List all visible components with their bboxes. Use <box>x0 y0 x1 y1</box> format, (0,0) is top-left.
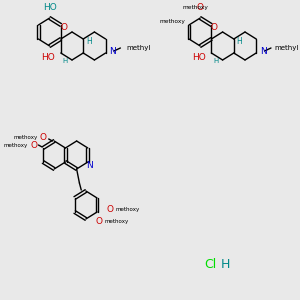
Text: methoxy: methoxy <box>183 5 208 10</box>
Text: H: H <box>213 58 218 64</box>
Text: Cl: Cl <box>204 259 217 272</box>
Text: N: N <box>86 160 93 169</box>
Text: methoxy: methoxy <box>14 134 38 140</box>
Text: HO: HO <box>43 3 56 12</box>
Text: methoxy: methoxy <box>159 20 185 25</box>
Text: O: O <box>40 134 47 142</box>
Text: N: N <box>109 46 116 56</box>
Text: O: O <box>197 3 204 12</box>
Text: H: H <box>220 259 230 272</box>
Text: O: O <box>106 206 113 214</box>
Text: O: O <box>31 142 38 151</box>
Text: HO: HO <box>192 53 206 62</box>
Text: methoxy: methoxy <box>104 220 129 224</box>
Text: methoxy: methoxy <box>4 142 28 148</box>
Text: O: O <box>60 23 67 32</box>
Text: methoxy: methoxy <box>116 208 140 212</box>
Text: N: N <box>260 46 267 56</box>
Text: H: H <box>86 38 92 46</box>
Text: O: O <box>95 217 102 226</box>
Text: methyl: methyl <box>275 45 299 51</box>
Text: H: H <box>63 58 68 64</box>
Text: HO: HO <box>41 53 55 62</box>
Text: O: O <box>211 23 218 32</box>
Text: H: H <box>237 38 242 46</box>
Text: methyl: methyl <box>126 45 150 51</box>
